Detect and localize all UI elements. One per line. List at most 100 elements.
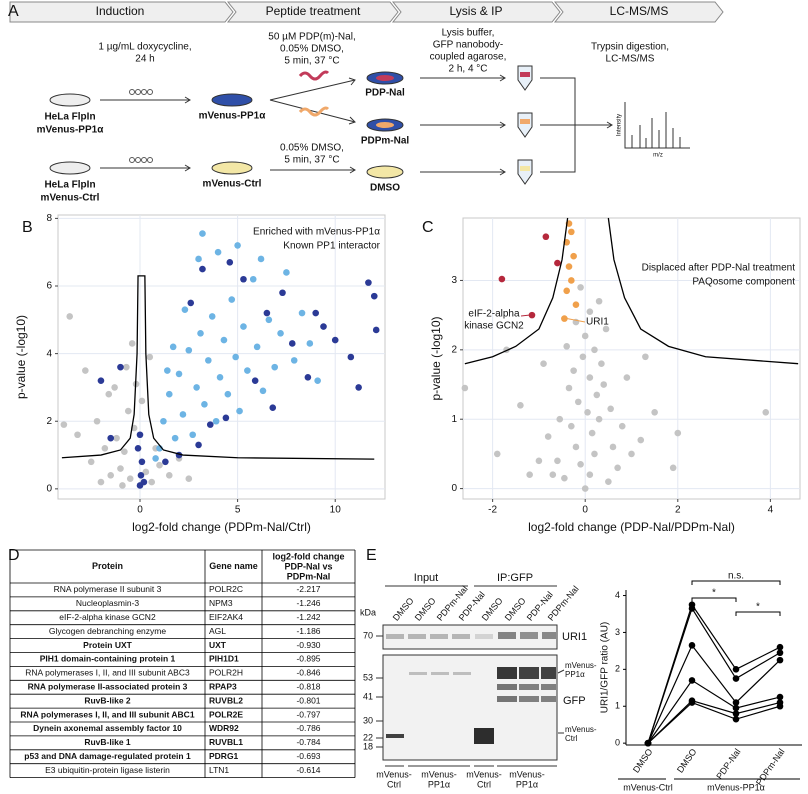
data-point <box>618 422 626 430</box>
data-point <box>148 478 156 486</box>
data-point <box>688 699 696 706</box>
x-tick-label: 10 <box>330 505 342 516</box>
condition-text: coupled agarose, <box>430 52 507 63</box>
table-header: Protein <box>92 561 123 571</box>
data-point <box>669 464 677 472</box>
data-point <box>283 269 290 276</box>
sample-label: mVenus- <box>509 769 545 779</box>
data-point <box>298 309 306 317</box>
data-point <box>288 340 296 347</box>
mw-marker: 22 <box>363 732 373 742</box>
data-point <box>107 472 115 479</box>
data-point <box>160 417 167 425</box>
data-point <box>732 704 740 712</box>
panel-label: E <box>366 547 377 564</box>
data-point <box>82 367 89 374</box>
table-cell: PIH1D1 <box>209 654 239 664</box>
data-point <box>140 478 148 486</box>
data-point <box>347 353 355 361</box>
data-point <box>732 710 740 717</box>
sample-label: mVenus- <box>376 769 412 779</box>
panel-label: A <box>8 3 19 20</box>
data-point <box>732 699 740 706</box>
data-point <box>312 309 319 317</box>
spectrum-axis: m/z <box>653 153 663 159</box>
data-point <box>152 455 159 462</box>
sample-label: PDP-Nal <box>365 88 405 99</box>
data-point <box>581 332 589 340</box>
condition-text: 50 µM PDP(m)-Nal, <box>268 32 355 43</box>
cell-line: mVenus-Ctrl <box>41 193 100 204</box>
table-cell: -1.246 <box>296 598 320 608</box>
data-point <box>556 415 564 423</box>
data-point <box>528 311 536 319</box>
mw-marker: 30 <box>363 715 373 725</box>
data-point <box>568 228 575 236</box>
data-point <box>146 353 154 361</box>
data-point <box>623 374 631 381</box>
table-cell: NPM3 <box>209 598 233 608</box>
data-point <box>461 384 469 392</box>
y-tick-label: 8 <box>46 213 52 224</box>
sample-label: Ctrl <box>387 779 401 789</box>
data-point <box>493 450 501 458</box>
legend-entry: PAQosome component <box>692 277 795 288</box>
significance-bracket <box>735 611 781 616</box>
data-point <box>563 343 570 350</box>
data-point <box>93 417 101 425</box>
data-point <box>642 353 649 361</box>
replicate-line <box>647 700 781 744</box>
data-point <box>171 434 179 442</box>
data-point <box>271 363 278 371</box>
legend-entry: Displaced after PDP-Nal treatment <box>642 263 796 274</box>
data-point <box>776 693 784 701</box>
table-cell: -1.242 <box>296 612 320 622</box>
data-point <box>216 373 224 381</box>
data-point <box>228 296 236 303</box>
data-point <box>572 443 580 451</box>
y-tick-label: 6 <box>46 281 52 292</box>
table-cell: LTN1 <box>209 765 229 775</box>
mw-marker: 41 <box>363 691 373 701</box>
blot-group: IP:GFP <box>497 572 533 584</box>
x-tick-label: 2 <box>675 505 681 516</box>
data-point <box>136 431 144 439</box>
data-point <box>124 407 132 415</box>
table-cell: RuvB-like 2 <box>84 695 131 705</box>
data-point <box>526 471 533 479</box>
condition-text: 2 h, 4 °C <box>448 64 487 75</box>
data-point <box>304 373 312 381</box>
data-point <box>600 381 608 388</box>
table-cell: WDR92 <box>209 723 239 733</box>
data-point <box>199 230 206 237</box>
data-point <box>185 346 193 354</box>
sample-label: PP1α <box>428 779 450 789</box>
data-point <box>244 367 251 374</box>
cell-line: HeLa FlpIn <box>44 180 95 191</box>
sample-label: PDPm-Nal <box>361 136 410 147</box>
step-label: Induction <box>96 4 145 18</box>
table-cell: Protein UXT <box>83 640 132 650</box>
condition-text: 5 min, 37 °C <box>284 56 339 67</box>
data-point <box>214 248 222 256</box>
band-label: Ctrl <box>565 734 578 743</box>
x-tick-label: 0 <box>137 505 143 516</box>
table-cell: Dynein axonemal assembly factor 10 <box>33 723 182 733</box>
data-point <box>265 316 273 324</box>
data-point <box>544 433 552 440</box>
blot-group: Input <box>414 572 438 584</box>
table-cell: RPAP3 <box>209 682 237 692</box>
data-point <box>586 308 594 315</box>
data-point <box>595 415 603 423</box>
data-point <box>688 605 696 612</box>
data-point <box>577 284 584 291</box>
data-point <box>259 387 267 395</box>
data-point <box>595 297 603 305</box>
table-cell: -0.784 <box>296 737 320 747</box>
data-point <box>162 458 169 466</box>
table-cell: -0.614 <box>296 765 320 775</box>
y-tick-label: 2 <box>451 344 457 355</box>
cell-line: mVenus-PP1α <box>37 125 105 136</box>
data-point <box>688 677 696 684</box>
